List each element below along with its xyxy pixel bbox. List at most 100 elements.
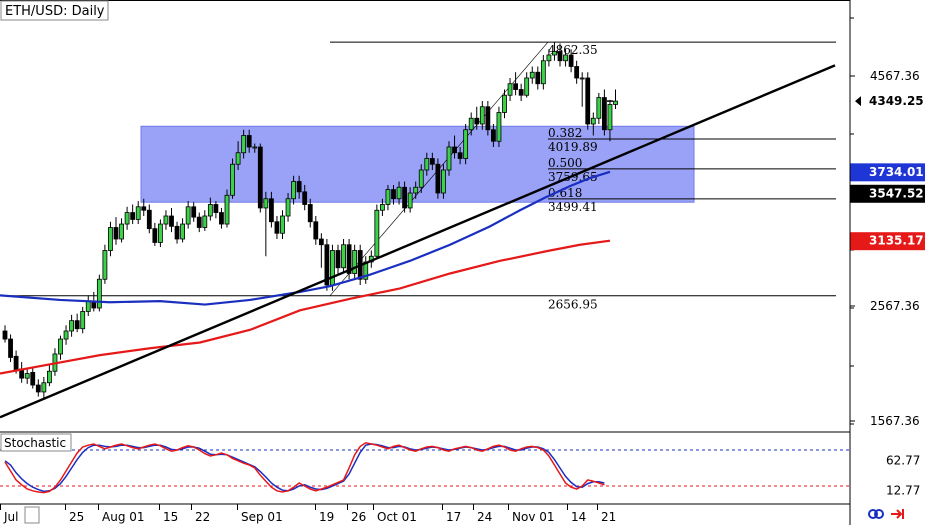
candle-body: [563, 54, 568, 62]
candle-body: [540, 60, 546, 85]
fib-price-label: 3499.41: [548, 200, 598, 214]
candle-body: [490, 129, 496, 142]
time-tick-label: 24: [477, 510, 492, 524]
candle-body: [518, 89, 524, 96]
candle-body: [463, 129, 469, 159]
candle-body: [152, 228, 158, 243]
candle-body: [113, 227, 119, 240]
stochastic-layer: [0, 442, 850, 494]
candle-body: [246, 135, 252, 148]
candle-body: [180, 223, 186, 240]
candle-body: [318, 238, 324, 246]
candle-body: [579, 77, 585, 80]
candle-body: [63, 330, 69, 340]
moving-average-line: [0, 170, 611, 306]
candle-body: [24, 373, 30, 379]
candle-body: [529, 71, 535, 79]
candle-body: [479, 106, 485, 125]
candle-body: [435, 163, 441, 194]
candle-body: [418, 169, 424, 188]
candle-body: [263, 198, 269, 209]
candle-body: [119, 223, 124, 240]
candle-body: [8, 338, 13, 358]
candle-body: [552, 51, 557, 56]
candle-body: [196, 216, 202, 228]
stochastic-label-box: [0, 433, 72, 452]
candle-body: [474, 117, 480, 125]
candle-body: [507, 83, 513, 96]
candle-body: [574, 66, 580, 79]
candle-body: [157, 223, 163, 243]
candle-body: [35, 384, 41, 393]
candle-body: [352, 250, 358, 274]
scroll-to-end-icon[interactable]: [891, 509, 904, 519]
candle-body: [590, 117, 596, 125]
candle-body: [607, 104, 613, 131]
time-tick-label: 25: [69, 510, 84, 524]
candle-body: [235, 152, 241, 165]
candle-body: [596, 97, 602, 119]
candle-body: [535, 71, 541, 85]
candle-body: [407, 192, 413, 209]
trendline-layer: [0, 64, 836, 419]
candle-body: [219, 212, 224, 225]
price-badge: [850, 92, 925, 111]
candle-body: [496, 112, 502, 142]
candle-body: [230, 163, 235, 196]
candle-body: [185, 206, 191, 225]
candle-body: [80, 311, 86, 330]
price-badge-label: 3734.01: [869, 165, 924, 179]
candle-body: [585, 77, 591, 125]
fib-ratio-label: 0.382: [548, 126, 582, 140]
candlestick-layer: [2, 42, 618, 400]
stochastic-label: Stochastic: [4, 436, 66, 450]
price-tick-label: 2567.36: [870, 299, 920, 313]
time-tick-label: 19: [319, 510, 334, 524]
time-tick-label: 21: [601, 510, 616, 524]
candle-body: [452, 146, 457, 154]
candle-body: [135, 206, 141, 220]
time-scroll-handle[interactable]: [24, 506, 40, 524]
candle-body: [296, 181, 302, 193]
candle-body: [513, 83, 518, 90]
candle-body: [379, 204, 385, 211]
time-tick-label: Jul: [3, 510, 18, 524]
candle-body: [441, 169, 446, 194]
price-badge: [850, 184, 925, 203]
candle-body: [268, 198, 274, 223]
candle-body: [424, 158, 430, 171]
candle-body: [385, 189, 391, 205]
price-tick-label: 1567.36: [870, 414, 920, 428]
candle-body: [568, 54, 574, 67]
candle-body: [74, 320, 80, 330]
link-chart-icon[interactable]: [868, 509, 884, 519]
time-tick-label: Sep 01: [241, 510, 283, 524]
current-price-arrow-icon: [855, 96, 861, 107]
candle-body: [13, 355, 19, 371]
time-tick-label: 15: [163, 510, 178, 524]
price-badge-label: 3547.52: [869, 186, 924, 200]
candle-body: [207, 204, 213, 217]
time-tick-label: Oct 01: [377, 510, 417, 524]
stochastic-tick-label: 62.77: [886, 453, 920, 467]
price-badge: [850, 232, 925, 251]
price-badge-label: 4349.25: [869, 94, 924, 108]
chart-title: ETH/USD: Daily: [5, 4, 105, 19]
candle-body: [446, 146, 452, 171]
candle-body: [613, 100, 618, 105]
time-tick-label: 17: [446, 510, 461, 524]
candle-body: [47, 370, 52, 384]
candle-body: [169, 215, 174, 227]
candle-body: [413, 186, 419, 194]
fib-price-label: 4019.89: [548, 140, 598, 154]
candle-body: [313, 221, 319, 240]
candle-body: [146, 209, 152, 230]
candle-body: [102, 250, 108, 280]
stochastic-tick-label: 12.77: [886, 483, 920, 497]
candle-body: [69, 320, 74, 332]
moving-average-line: [0, 239, 611, 375]
candle-body: [546, 54, 552, 62]
candle-body: [108, 227, 113, 251]
